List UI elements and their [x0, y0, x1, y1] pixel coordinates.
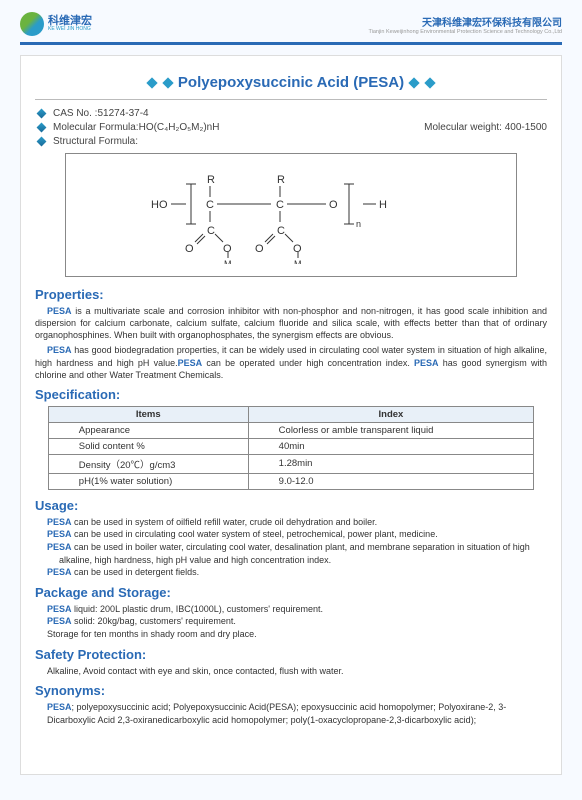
spec-table: ItemsIndex AppearanceColorless or amble … [48, 406, 534, 490]
svg-text:R: R [277, 174, 285, 186]
diamond-icon [37, 137, 47, 147]
cell-index: 40min [248, 438, 534, 454]
syn-heading: Synonyms: [35, 683, 547, 698]
pkg-l1: PESA liquid: 200L plastic drum, IBC(1000… [47, 603, 547, 616]
logo-name-en: KE WEI JIN HONG [48, 27, 92, 32]
cas-label: CAS No. : [53, 108, 97, 119]
svg-text:M: M [224, 259, 232, 264]
cell-index: Colorless or amble transparent liquid [248, 422, 534, 438]
usage-item: PESA can be used in detergent fields. [47, 566, 547, 579]
sf-label: Structural Formula: [53, 136, 138, 147]
cell-index: 1.28min [248, 454, 534, 473]
cell-item: Appearance [48, 422, 248, 438]
usage-list: PESA can be used in system of oilfield r… [35, 516, 547, 579]
mw-value: 400-1500 [505, 122, 547, 133]
svg-text:O: O [329, 199, 338, 211]
svg-text:O: O [255, 243, 264, 255]
company-cn: 天津科维津宏环保科技有限公司 [368, 14, 562, 29]
pkg-l3: Storage for ten months in shady room and… [47, 628, 547, 641]
cell-item: Solid content % [48, 438, 248, 454]
svg-text:H: H [379, 199, 387, 211]
cell-item: pH(1% water solution) [48, 473, 248, 489]
company-en: Tianjin Keweijinhong Environmental Prote… [368, 29, 562, 35]
svg-text:R: R [207, 174, 215, 186]
svg-text:M: M [294, 259, 302, 264]
diamond-icon [408, 77, 419, 88]
properties-p1: PESA is a multivariate scale and corrosi… [35, 305, 547, 341]
table-row: AppearanceColorless or amble transparent… [48, 422, 533, 438]
page-header: 科维津宏 KE WEI JIN HONG 天津科维津宏环保科技有限公司 Tian… [20, 12, 562, 45]
spec-heading: Specification: [35, 387, 547, 402]
cell-index: 9.0-12.0 [248, 473, 534, 489]
diamond-icon [37, 123, 47, 133]
svg-text:C: C [276, 199, 284, 211]
meta-block: CAS No. : 51274-37-4 Molecular Formula: … [35, 108, 547, 147]
pkg-list: PESA liquid: 200L plastic drum, IBC(1000… [35, 603, 547, 641]
svg-text:O: O [185, 243, 194, 255]
table-row: pH(1% water solution)9.0-12.0 [48, 473, 533, 489]
th-index: Index [248, 406, 534, 422]
company-block: 天津科维津宏环保科技有限公司 Tianjin Keweijinhong Envi… [368, 14, 562, 35]
safety-heading: Safety Protection: [35, 647, 547, 662]
properties-p2: PESA has good biodegradation properties,… [35, 344, 547, 380]
usage-item: PESA can be used in circulating cool wat… [47, 528, 547, 541]
content-panel: Polyepoxysuccinic Acid (PESA) CAS No. : … [20, 55, 562, 775]
structural-formula: HO C R C O O M C R C O O M O n [65, 153, 517, 277]
diamond-icon [163, 77, 174, 88]
diamond-icon [146, 77, 157, 88]
table-row: Density（20℃）g/cm31.28min [48, 454, 533, 473]
table-row: Solid content %40min [48, 438, 533, 454]
usage-item: PESA can be used in boiler water, circul… [47, 541, 547, 566]
pkg-l2: PESA solid: 20kg/bag, customers' require… [47, 615, 547, 628]
formula-svg: HO C R C O O M C R C O O M O n [131, 164, 451, 264]
svg-text:C: C [277, 225, 285, 237]
mf-value: HO(C₄H₂O₅M₂)nH [139, 122, 220, 133]
logo-icon [20, 12, 44, 36]
syn-text: PESA; polyepoxysuccinic acid; Polyepoxys… [35, 701, 547, 726]
safety-text: Alkaline, Avoid contact with eye and ski… [35, 665, 547, 678]
svg-text:n: n [356, 219, 361, 229]
svg-text:C: C [206, 199, 214, 211]
cas-value: 51274-37-4 [97, 108, 148, 119]
svg-text:C: C [207, 225, 215, 237]
page-title: Polyepoxysuccinic Acid (PESA) [178, 74, 404, 91]
mw-label: Molecular weight: [424, 122, 505, 133]
th-items: Items [48, 406, 248, 422]
pkg-heading: Package and Storage: [35, 585, 547, 600]
logo: 科维津宏 KE WEI JIN HONG [20, 12, 92, 36]
title-row: Polyepoxysuccinic Acid (PESA) [35, 70, 547, 100]
usage-item: PESA can be used in system of oilfield r… [47, 516, 547, 529]
cell-item: Density（20℃）g/cm3 [48, 454, 248, 473]
svg-text:HO: HO [151, 199, 168, 211]
properties-heading: Properties: [35, 287, 547, 302]
diamond-icon [37, 109, 47, 119]
usage-heading: Usage: [35, 498, 547, 513]
mf-label: Molecular Formula: [53, 122, 139, 133]
diamond-icon [424, 77, 435, 88]
